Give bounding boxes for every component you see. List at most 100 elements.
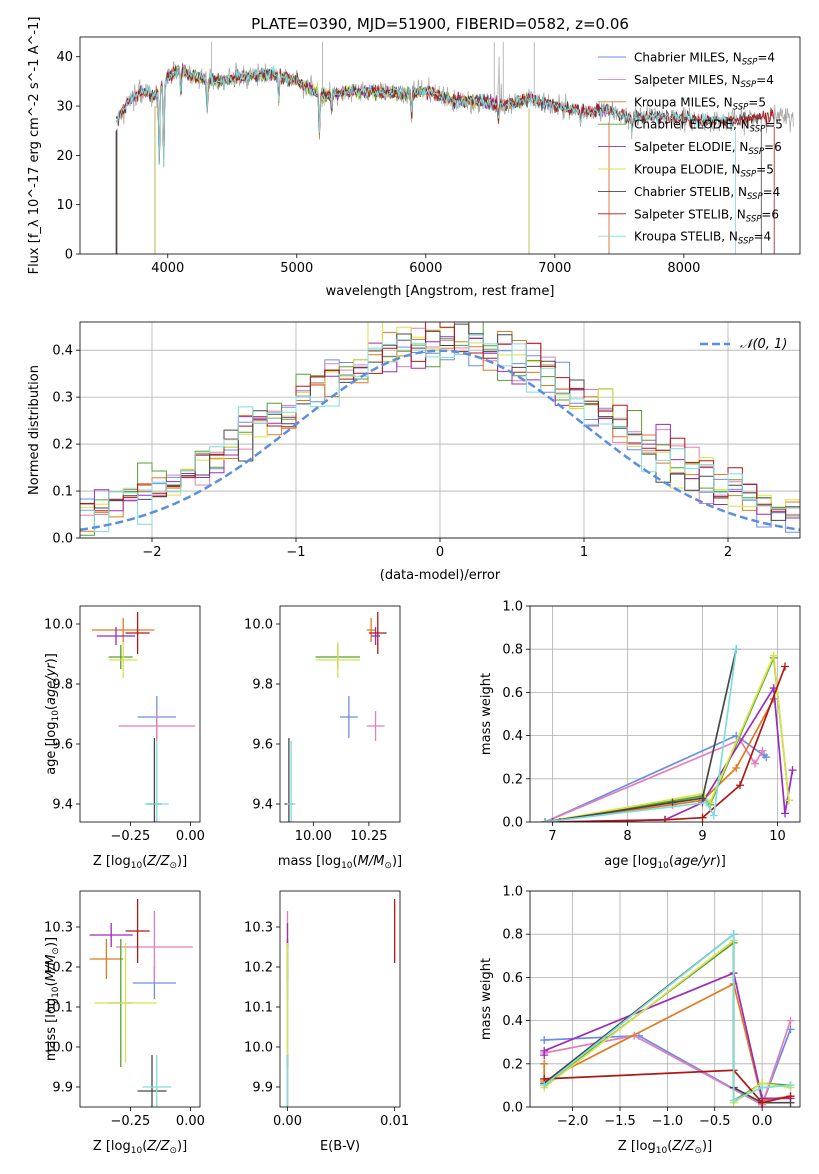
weight-marker (758, 746, 767, 755)
weight-series (544, 649, 738, 822)
weight-marker (540, 1036, 549, 1045)
weight-marker (732, 764, 741, 772)
weight-marker (751, 759, 759, 768)
error-bars (286, 899, 396, 1107)
y-tick-label: 9.4 (252, 798, 273, 813)
weight-marker (698, 794, 707, 803)
weight-series (544, 649, 738, 822)
weight-series (544, 738, 764, 822)
axes-frame (279, 605, 401, 823)
histogram-series (80, 322, 800, 536)
axes-frame (79, 321, 801, 539)
x-axis-label: Z [log10(Z/Z⊙)] (93, 1139, 187, 1156)
weight-marker (781, 662, 789, 671)
x-tick-label: 5000 (280, 261, 313, 276)
y-tick-label: 0.4 (502, 729, 523, 744)
weight-marker (786, 1092, 795, 1101)
weight-marker (548, 818, 557, 822)
axes-resid: −2 −1 0 1 2 0.0 0.1 0.2 0.3 0.4 (data-model)/error… (27, 321, 801, 583)
y-tick-label: 10.2 (244, 961, 273, 976)
weight-marker (668, 798, 677, 807)
y-tick-label: 1.0 (502, 885, 523, 900)
axes-mass_vs_Z: −0.25 0.00 9.9 10.0 10.1 10.2 10.3 Z [log10(Z/Z… (44, 890, 205, 1156)
legend-entry: Salpeter ELODIE, NSSP=6 (634, 140, 782, 157)
x-tick-label: 7 (548, 829, 556, 844)
y-tick-label: 10.3 (44, 921, 73, 936)
x-tick-label: 1 (580, 545, 588, 560)
weight-marker (769, 651, 778, 660)
x-tick-label: 0.00 (176, 829, 205, 844)
weight-series (544, 1069, 791, 1104)
y-tick-label: 0.1 (52, 485, 73, 500)
weight-marker (732, 645, 741, 654)
axes-mass_vs_EBV: 0.00 0.01 9.9 10.0 10.1 10.2 10.3 E(B-V) (244, 890, 409, 1154)
axes-frame (529, 605, 801, 823)
x-tick-label: 10.25 (350, 829, 387, 844)
y-tick-label: 20 (56, 149, 73, 164)
y-tick-label: 10.0 (44, 618, 73, 633)
x-axis-label: mass [log10(M/M⊙)] (278, 854, 402, 871)
weight-series (544, 1028, 792, 1107)
x-tick-label: 8000 (667, 261, 700, 276)
x-tick-label: 6000 (409, 261, 442, 276)
weight-marker (540, 1059, 549, 1068)
weight-marker (702, 798, 711, 807)
weight-marker (729, 1096, 738, 1105)
y-tick-label: 0.0 (52, 532, 73, 547)
weight-lines (541, 645, 797, 822)
y-tick-label: 0.2 (502, 1057, 523, 1072)
y-tick-label: 30 (56, 100, 73, 115)
weight-series (544, 1020, 792, 1107)
y-axis-label: mass weight (479, 673, 494, 755)
model-spectrum (117, 64, 736, 167)
y-tick-label: 9.4 (52, 798, 73, 813)
x-tick-label: 0.00 (273, 1114, 302, 1129)
x-axis-label: wavelength [Angstrom, rest frame] (326, 284, 555, 299)
y-tick-label: 0.4 (52, 344, 73, 359)
y-tick-label: 0.6 (502, 971, 523, 986)
legend: Chabrier MILES, NSSP=4 Salpeter MILES, NS… (598, 51, 783, 247)
x-axis-label: (data-model)/error (380, 568, 501, 583)
y-tick-label: 0 (65, 248, 73, 263)
x-tick-label: 0 (436, 545, 444, 560)
y-tick-label: 9.8 (252, 678, 273, 693)
y-tick-label: 40 (56, 50, 73, 65)
axes-mass_weight_vs_Z: −2.0 −1.5 −1.0 −0.5 0.0 0.0 0.2 0.4 0.6 0.8 1.0 mas… (479, 885, 801, 1156)
x-tick-label: −0.25 (110, 829, 150, 844)
y-axis-label: mass [log10(M/M⊙)] (44, 937, 61, 1061)
legend-entry: 𝒩(0, 1) (740, 337, 787, 352)
weight-marker (760, 751, 768, 760)
x-axis-label: E(B-V) (320, 1139, 360, 1154)
weight-marker (540, 1046, 549, 1055)
y-tick-label: 0.2 (502, 772, 523, 787)
x-tick-label: −1.5 (604, 1114, 636, 1129)
y-tick-label: 10 (56, 198, 73, 213)
x-tick-label: 0.01 (380, 1114, 409, 1129)
error-bars (89, 899, 193, 1107)
axes-frame (79, 605, 201, 823)
axes-spectrum: 4000 5000 6000 7000 8000 0 10 20 30 40 wavelength … (27, 17, 801, 299)
legend-entry: Salpeter STELIB, NSSP=6 (634, 207, 779, 224)
y-tick-label: 0.0 (502, 1101, 523, 1116)
weight-marker (540, 1081, 549, 1090)
y-axis-label: Flux [f_λ 10^-17 erg cm^-2 s^-1 A^-1] (27, 17, 42, 275)
x-tick-label: 4000 (151, 261, 184, 276)
y-axis-label: Normed distribution (27, 365, 42, 495)
y-tick-label: 9.9 (252, 1081, 273, 1096)
x-tick-label: 10.00 (295, 829, 332, 844)
x-tick-label: −0.5 (699, 1114, 731, 1129)
weight-marker (556, 818, 564, 822)
weight-lines (540, 930, 795, 1107)
weight-marker (781, 809, 789, 818)
error-bars (284, 612, 387, 822)
axes-age_vs_mass: 10.00 10.25 9.4 9.6 9.8 10.0 mass [log10(M/M⊙)… (244, 605, 402, 871)
y-tick-label: 10.3 (244, 921, 273, 936)
axes-mass_weight_vs_age: 7 8 9 10 0.0 0.2 0.4 0.6 0.8 1.0 mass weight age [l… (479, 600, 801, 871)
y-tick-label: 10.0 (244, 1041, 273, 1056)
y-tick-label: 10.2 (44, 961, 73, 976)
y-tick-label: 0.4 (502, 1014, 523, 1029)
legend-entry: Salpeter MILES, NSSP=4 (634, 73, 774, 90)
legend-entry: Chabrier MILES, NSSP=4 (634, 51, 775, 68)
weight-marker (729, 930, 738, 939)
legend-entry: Chabrier STELIB, NSSP=4 (634, 185, 780, 202)
